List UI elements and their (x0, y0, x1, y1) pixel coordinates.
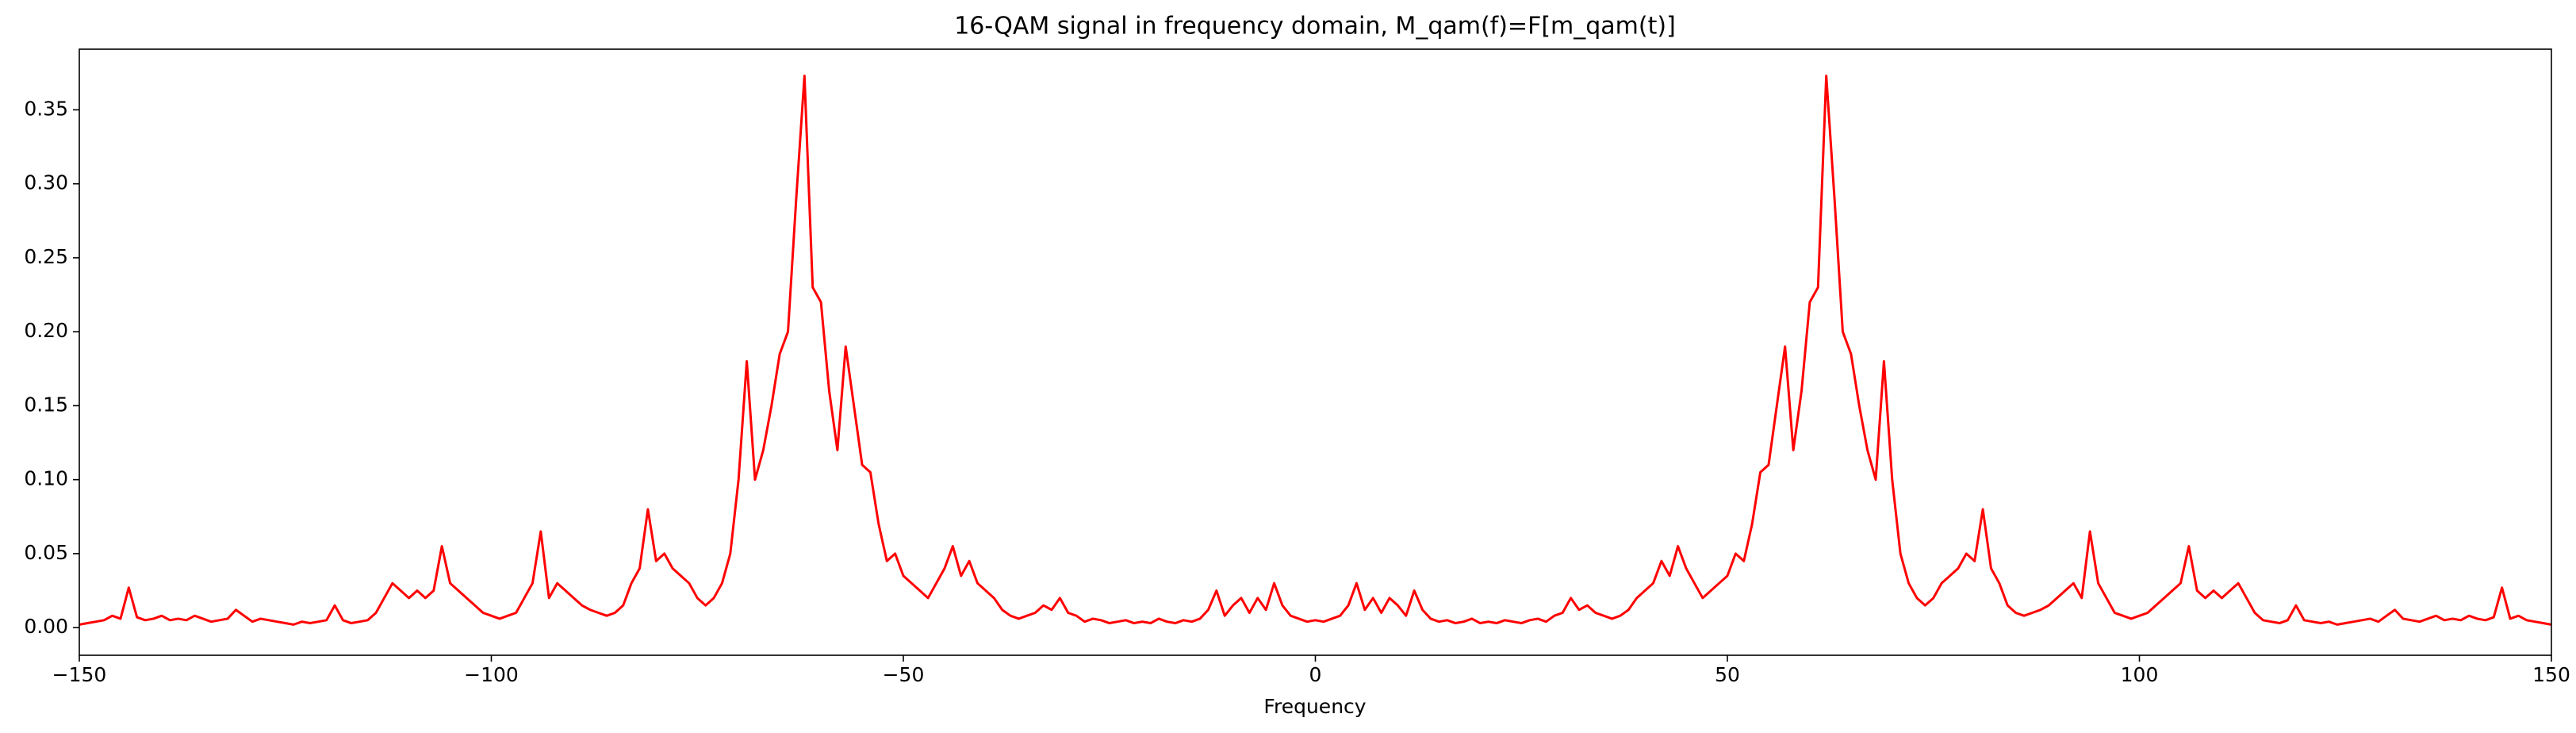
x-tick-label: −150 (52, 663, 107, 686)
x-tick-label: 0 (1309, 663, 1322, 686)
x-tick-label: −50 (883, 663, 925, 686)
x-tick-label: 150 (2532, 663, 2570, 686)
y-tick-label: 0.30 (24, 171, 68, 194)
x-tick-label: 100 (2121, 663, 2159, 686)
plot-frame (79, 48, 2552, 656)
y-tick-label: 0.20 (24, 319, 68, 342)
x-tick-label: −100 (464, 663, 519, 686)
y-tick-label: 0.25 (24, 245, 68, 268)
y-tick-label: 0.05 (24, 541, 68, 564)
y-tick-label: 0.35 (24, 97, 68, 120)
x-tick-label: 50 (1715, 663, 1740, 686)
y-tick-label: 0.15 (24, 393, 68, 416)
chart-title: 16-QAM signal in frequency domain, M_qam… (954, 13, 1676, 40)
y-tick-label: 0.10 (24, 467, 68, 490)
x-axis-label: Frequency (1263, 695, 1366, 718)
spectrum-line (79, 75, 2552, 626)
y-tick-label: 0.00 (24, 615, 68, 638)
